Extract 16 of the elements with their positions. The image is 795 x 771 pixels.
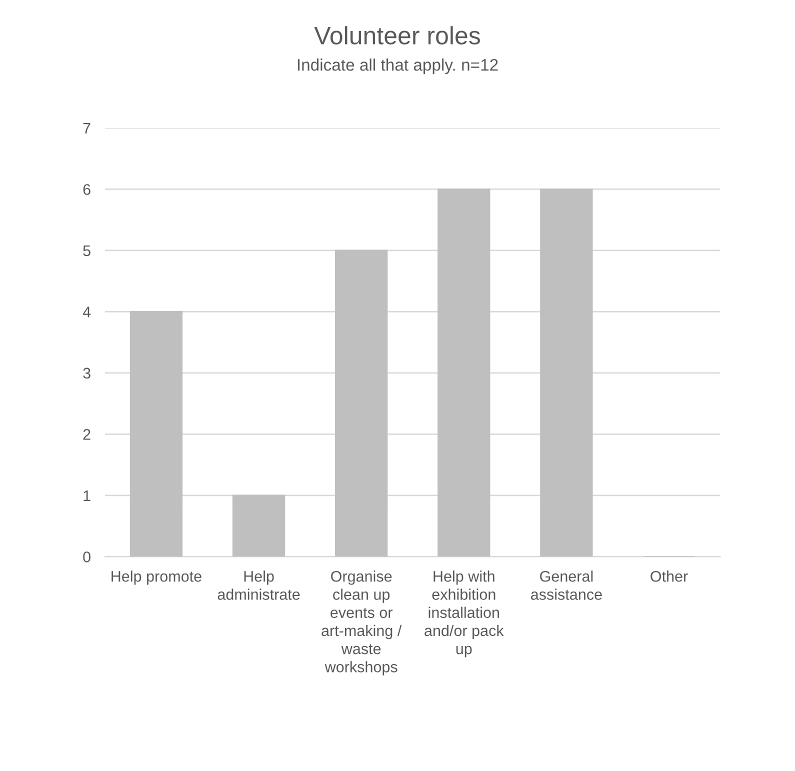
x-tick-label: Other: [650, 570, 688, 582]
x-tick-label: General assistance: [531, 570, 602, 600]
chart-title: Volunteer roles: [314, 26, 480, 44]
y-tick-label: 0: [83, 552, 90, 562]
y-tick-label: 3: [83, 368, 90, 379]
x-tick-label: Help administrate: [218, 570, 300, 600]
x-tick-label: Help promote: [112, 570, 202, 585]
y-tick-label: 4: [82, 306, 91, 318]
y-tick-label: 7: [83, 123, 90, 134]
chart-subtitle: Indicate all that apply. n=12: [298, 58, 498, 74]
y-tick-label: 6: [83, 184, 90, 195]
y-tick-label: 2: [83, 429, 90, 440]
y-tick-label: 5: [83, 245, 90, 256]
y-tick-label: 1: [84, 490, 90, 501]
x-tick-label: Help with exhibition installation and/or pack up: [424, 570, 504, 658]
x-tick-label: Organise clean up events or art-making / waste workshops: [322, 570, 402, 676]
